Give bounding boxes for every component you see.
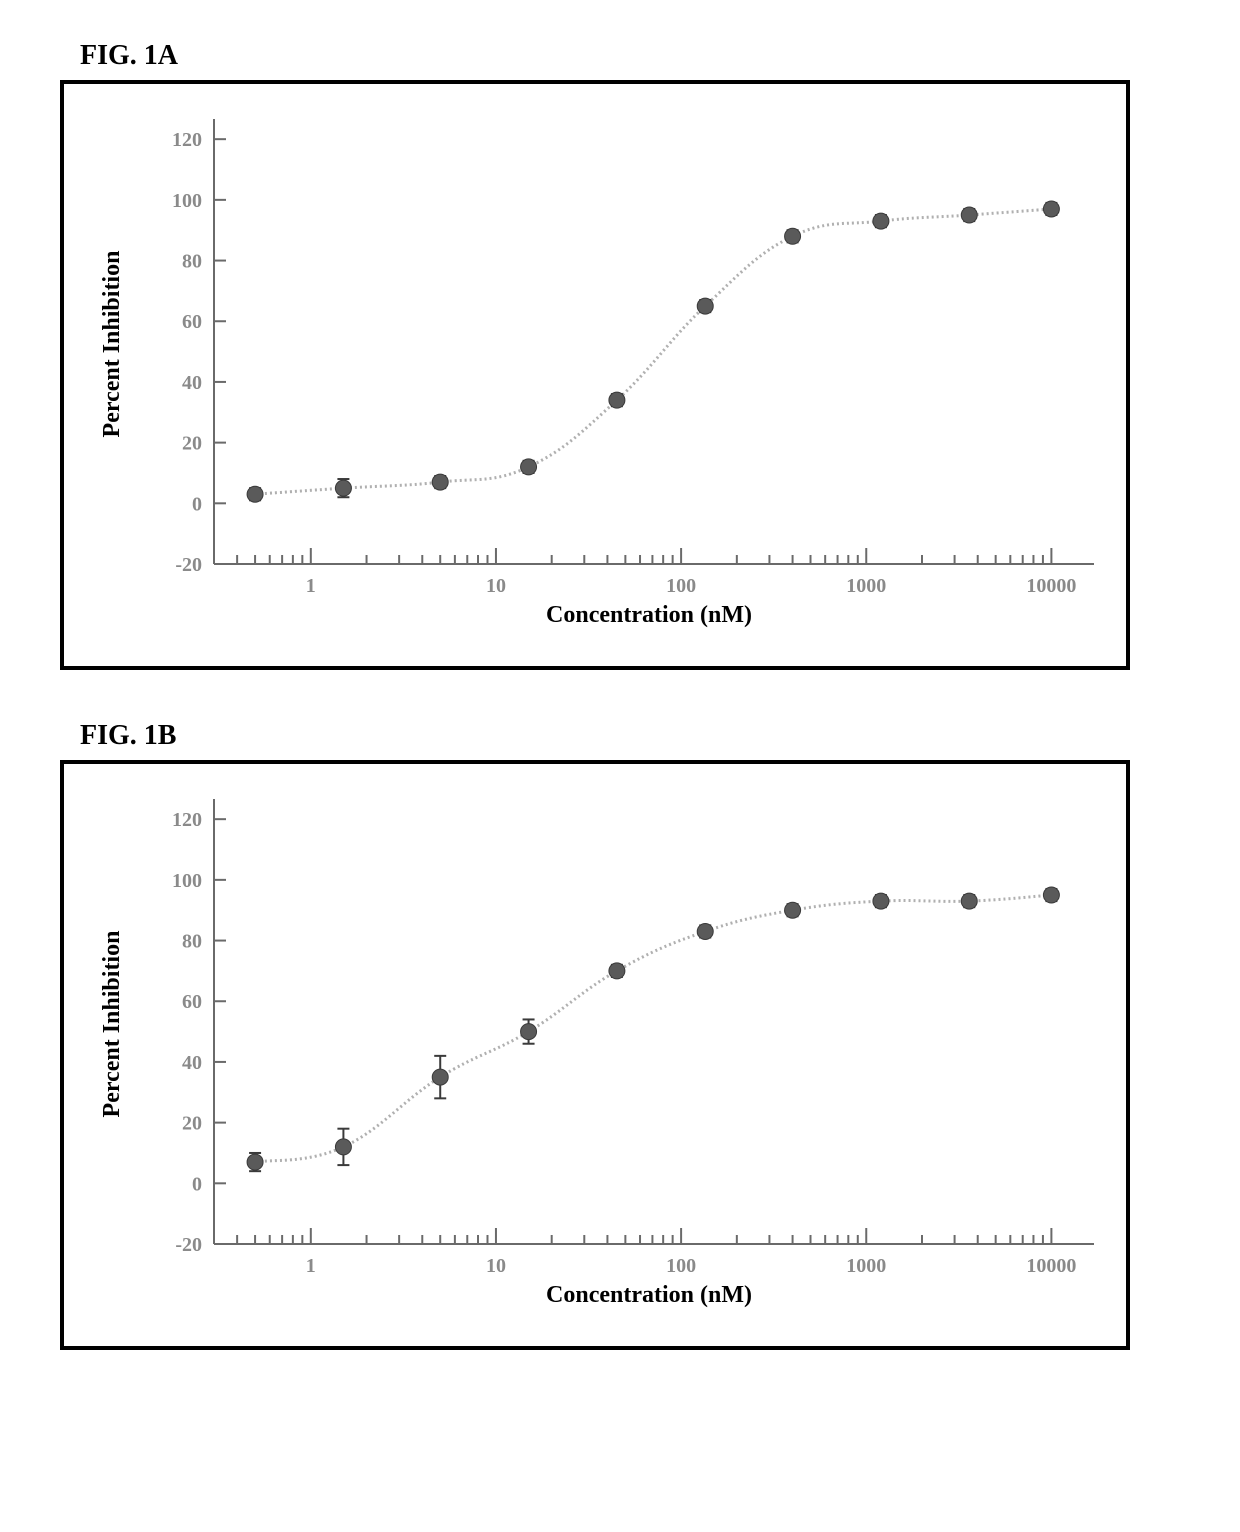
svg-text:1000: 1000: [846, 575, 886, 597]
svg-text:10: 10: [486, 575, 506, 597]
svg-text:10000: 10000: [1026, 575, 1076, 597]
svg-text:80: 80: [182, 931, 202, 953]
svg-text:0: 0: [192, 493, 202, 515]
svg-text:40: 40: [182, 372, 202, 394]
dose-response-chart-a: -20020406080100120110100100010000Concent…: [64, 84, 1126, 666]
svg-text:10: 10: [486, 1255, 506, 1277]
svg-text:80: 80: [182, 251, 202, 273]
svg-text:100: 100: [172, 190, 202, 212]
svg-text:100: 100: [666, 1255, 696, 1277]
svg-text:1000: 1000: [846, 1255, 886, 1277]
figure-label-b: FIG. 1B: [80, 720, 1180, 752]
svg-text:120: 120: [172, 129, 202, 151]
svg-text:120: 120: [172, 809, 202, 831]
figure-label-a: FIG. 1A: [80, 40, 1180, 72]
svg-text:1: 1: [306, 1255, 316, 1277]
svg-text:20: 20: [182, 1113, 202, 1135]
page: FIG. 1A -2002040608010012011010010001000…: [0, 0, 1240, 1430]
svg-text:-20: -20: [175, 554, 202, 576]
svg-text:10000: 10000: [1026, 1255, 1076, 1277]
svg-text:1: 1: [306, 575, 316, 597]
svg-text:Percent Inhibition: Percent Inhibition: [99, 931, 125, 1118]
figure-panel-a: -20020406080100120110100100010000Concent…: [60, 80, 1130, 670]
svg-text:100: 100: [172, 870, 202, 892]
svg-text:60: 60: [182, 311, 202, 333]
svg-text:60: 60: [182, 991, 202, 1013]
svg-text:Concentration (nM): Concentration (nM): [546, 602, 752, 628]
svg-text:100: 100: [666, 575, 696, 597]
figure-panel-b: -20020406080100120110100100010000Concent…: [60, 760, 1130, 1350]
svg-text:40: 40: [182, 1052, 202, 1074]
svg-text:-20: -20: [175, 1234, 202, 1256]
svg-text:20: 20: [182, 433, 202, 455]
dose-response-chart-b: -20020406080100120110100100010000Concent…: [64, 764, 1126, 1346]
svg-text:Concentration (nM): Concentration (nM): [546, 1282, 752, 1308]
svg-text:Percent Inhibition: Percent Inhibition: [99, 251, 125, 438]
svg-text:0: 0: [192, 1173, 202, 1195]
